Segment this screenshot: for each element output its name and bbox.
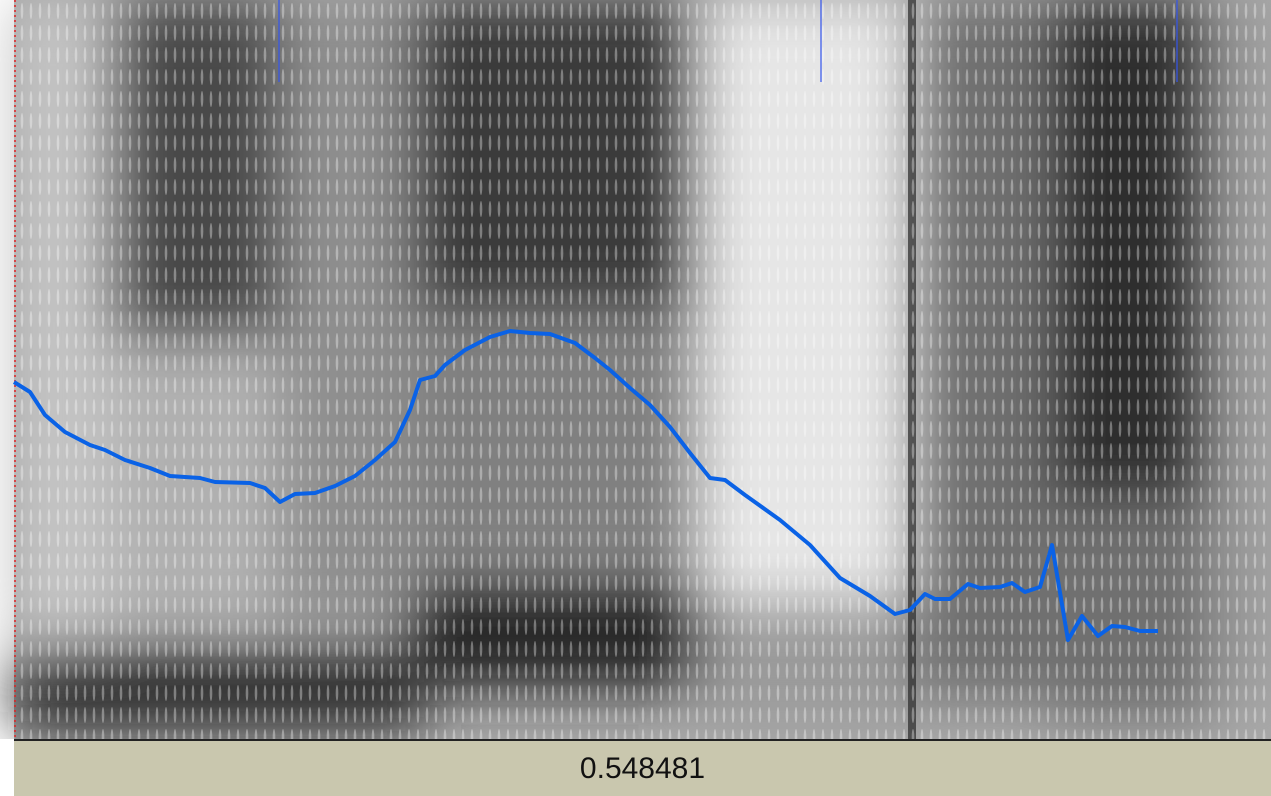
pitch-contour: [12, 329, 1158, 642]
status-bar: 0.548481: [14, 739, 1271, 796]
spectrogram-view: [12, 0, 1271, 739]
selection-duration: 0.548481: [579, 751, 706, 785]
